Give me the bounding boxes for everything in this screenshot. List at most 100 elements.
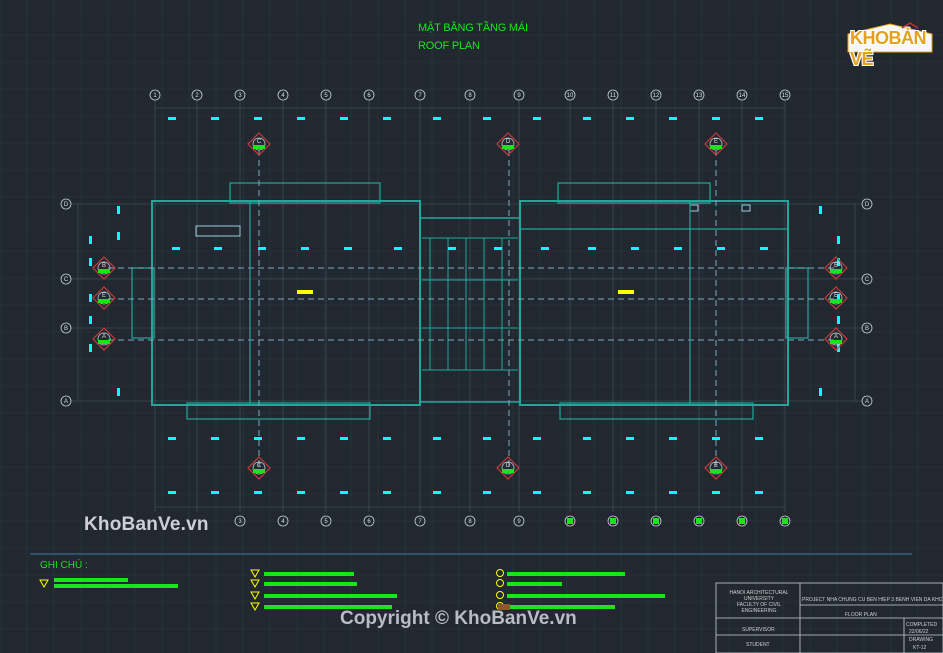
grid-bubble: 5 xyxy=(320,89,332,101)
section-marker-circle xyxy=(252,137,266,151)
grid-bubble-label: 13 xyxy=(696,93,703,99)
grid-bubble: 2 xyxy=(191,89,203,101)
grid-bubble-circle xyxy=(564,515,576,527)
note-triangle-icon xyxy=(250,602,260,612)
grid-bubble: 3 xyxy=(234,515,246,527)
dimension-tick xyxy=(533,437,541,440)
section-marker: C xyxy=(247,456,271,480)
dimension-tick xyxy=(712,491,720,494)
dimension-tick xyxy=(541,247,549,250)
title-english: ROOF PLAN xyxy=(418,40,480,52)
note-bar xyxy=(507,582,562,586)
roof-outline-right xyxy=(519,200,789,406)
section-marker: D xyxy=(496,132,520,156)
section-marker-circle xyxy=(97,261,111,275)
grid-bubble: C xyxy=(60,273,72,285)
grid-bubble-circle xyxy=(861,322,873,334)
section-marker-circle xyxy=(829,261,843,275)
dimension-tick xyxy=(172,247,180,250)
section-marker-bar xyxy=(98,269,110,273)
title-block-school: HANOI ARCHITECTURAL UNIVERSITY FACULTY O… xyxy=(729,590,789,614)
watermark-site: KhoBanVe.vn xyxy=(84,514,209,535)
grid-bubble: 4 xyxy=(277,89,289,101)
grid-bubble-label: D xyxy=(64,202,69,208)
dimension-tick xyxy=(383,117,391,120)
note-triangle-icon xyxy=(250,591,260,601)
section-marker: E xyxy=(704,132,728,156)
note-bar xyxy=(264,605,392,609)
grid-bubble-circle xyxy=(650,515,662,527)
grid-bubble-label: 15 xyxy=(782,93,789,99)
note-triangle-icon xyxy=(39,579,49,589)
watermark-copyright: Copyright © KhoBanVe.vn xyxy=(340,608,577,629)
grid-bubble-label: 11 xyxy=(610,93,617,99)
note-circle-icon xyxy=(496,579,504,587)
section-marker-diamond xyxy=(704,132,728,156)
grid-bubble-label: 6 xyxy=(367,519,371,525)
grid-bubble-circle xyxy=(861,273,873,285)
section-marker: B xyxy=(824,256,848,280)
dimension-tick xyxy=(340,491,348,494)
dimension-tick xyxy=(583,117,591,120)
kho-ban-ve-logo: KHOBẢN VẼ xyxy=(846,22,934,69)
dimension-tick-vertical xyxy=(819,388,822,396)
dimension-tick xyxy=(297,117,305,120)
grid-bubble-circle xyxy=(320,89,332,101)
section-marker: A xyxy=(824,327,848,351)
grid-bubble-circle xyxy=(779,515,791,527)
section-marker-diamond xyxy=(496,132,520,156)
dimension-tick xyxy=(394,247,402,250)
grid-bubble-circle xyxy=(277,89,289,101)
section-marker-diamond xyxy=(824,256,848,280)
grid-bubble: 10 xyxy=(564,89,576,101)
logo-text: KHOBẢN VẼ xyxy=(850,28,927,69)
dimension-tick xyxy=(626,491,634,494)
roof-ledge-bottom-right xyxy=(559,402,754,420)
grid-bubble-label: 2 xyxy=(195,93,199,99)
grid-bubble-label: 12 xyxy=(653,93,660,99)
title-block-sheet: KT-12 xyxy=(913,645,927,651)
grid-bubble-filled xyxy=(567,518,573,524)
section-marker-label: B xyxy=(834,263,838,269)
grid-bubble-circle xyxy=(693,89,705,101)
section-marker: A xyxy=(92,327,116,351)
grid-bubble: B xyxy=(60,322,72,334)
grid-bubble: D xyxy=(861,198,873,210)
section-marker-bar xyxy=(830,269,842,273)
roof-ledge-top-left xyxy=(229,182,381,204)
note-bar xyxy=(264,582,357,586)
section-marker-circle xyxy=(501,461,515,475)
note-swatch xyxy=(498,604,510,610)
section-marker: C xyxy=(247,132,271,156)
section-marker-circle xyxy=(501,137,515,151)
dimension-tick xyxy=(383,437,391,440)
grid-bubble-label: 4 xyxy=(281,519,285,525)
grid-bubble-filled xyxy=(739,518,745,524)
grid-bubble-circle xyxy=(363,515,375,527)
grid-bubble: 11 xyxy=(607,89,619,101)
section-marker-diamond xyxy=(496,456,520,480)
grid-bubble-label: 10 xyxy=(567,93,574,99)
section-marker-bar xyxy=(502,469,514,473)
grid-bubble-label: B xyxy=(865,326,869,332)
section-marker: D xyxy=(496,456,520,480)
grid-bubble-filled xyxy=(610,518,616,524)
dimension-tick xyxy=(168,437,176,440)
grid-bubble-circle xyxy=(464,515,476,527)
section-marker-circle xyxy=(709,137,723,151)
dimension-tick xyxy=(669,117,677,120)
dimension-tick xyxy=(433,491,441,494)
dimension-tick xyxy=(717,247,725,250)
section-marker-label: A xyxy=(834,334,838,340)
grid-bubble-label: D xyxy=(865,202,870,208)
dimension-tick xyxy=(583,491,591,494)
title-block-student: STUDENT xyxy=(746,642,770,648)
note-bar xyxy=(264,572,354,576)
dimension-tick xyxy=(433,117,441,120)
dimension-tick xyxy=(344,247,352,250)
dimension-tick xyxy=(383,491,391,494)
section-marker-label: A xyxy=(102,334,106,340)
grid-bubble-label: 9 xyxy=(517,93,521,99)
